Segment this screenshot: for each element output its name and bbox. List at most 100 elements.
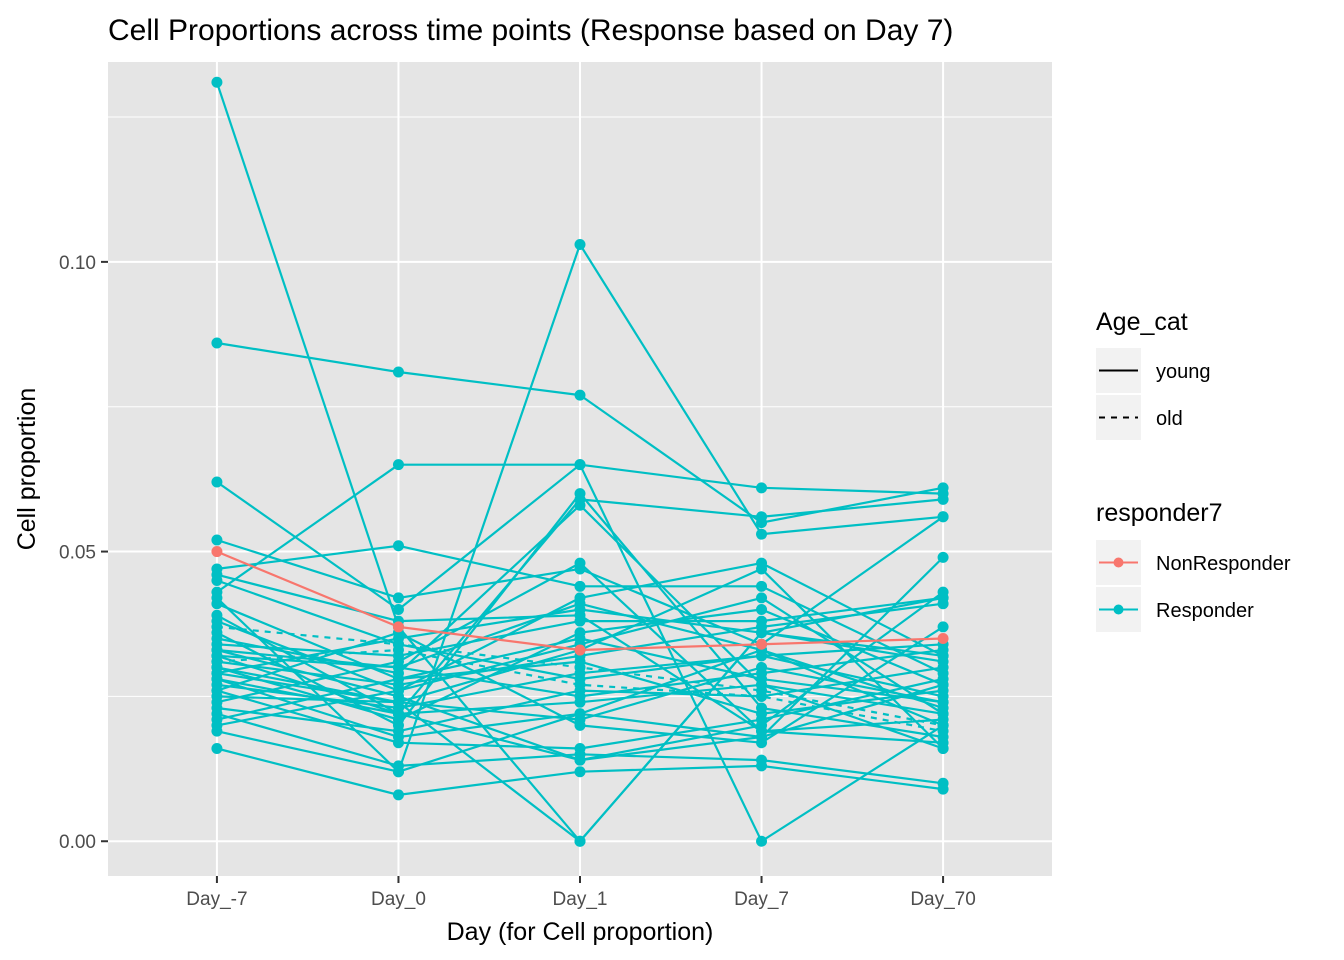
data-point-38-1 [211,685,223,697]
data-point-31-4 [756,690,768,702]
y-tick-label: 0.05 [59,543,96,564]
series-line-20 [216,648,944,733]
data-point-20-2 [392,644,404,656]
data-point-4-2 [392,592,404,604]
series-points [211,76,949,847]
data-point-25-3 [574,696,586,708]
data-point-30-3 [574,557,586,569]
data-point-3-1 [211,476,223,488]
data-point-40-3 [574,835,586,847]
legend-age-cat-title: Age_cat [1096,308,1188,336]
data-point-9-3 [574,459,586,471]
data-point-22-4 [756,563,768,575]
data-point-16-3 [574,615,586,627]
data-point-6-2 [392,540,404,552]
data-point-34-4 [756,592,768,604]
data-point-23-3 [574,627,586,639]
data-point-37-5 [937,679,949,691]
legend-responder-point [1113,604,1124,615]
chart-title: Cell Proportions across time points (Res… [108,14,953,47]
data-point-37-3 [574,754,586,766]
legend-age-cat: Age_cat young old [1096,308,1211,440]
data-point-40-1 [211,667,223,679]
data-point-2-1 [211,337,223,349]
data-point-39-5 [937,743,949,755]
x-tick-label: Day_7 [734,889,789,910]
data-point-37-1 [211,650,223,662]
data-point-30-2 [392,656,404,668]
legend-label-responder: Responder [1156,600,1254,622]
data-point-5-5 [937,632,949,644]
legend-responder7: responder7 NonResponder Responder [1096,499,1291,632]
x-axis-title: Day (for Cell proportion) [447,918,714,946]
data-point-36-2 [392,789,404,801]
x-tick-label: Day_1 [553,889,608,910]
data-point-35-1 [211,725,223,737]
data-point-36-5 [937,783,949,795]
y-tick-label: 0.00 [59,832,96,853]
legend-nonresponder-point [1113,557,1124,568]
data-point-26-5 [937,551,949,563]
data-point-36-3 [574,766,586,778]
data-point-38-4 [756,737,768,749]
data-point-9-2 [392,459,404,471]
data-point-10-4 [756,528,768,540]
y-axis-title: Cell proportion [13,388,41,551]
data-point-12-5 [937,493,949,505]
data-point-39-3 [574,499,586,511]
data-point-23-4 [756,603,768,615]
data-point-15-3 [574,488,586,500]
data-point-6-4 [756,580,768,592]
data-point-38-5 [937,621,949,633]
data-point-9-4 [756,482,768,494]
x-axis: Day_-7 Day_0 Day_1 Day_7 Day_70 [186,876,976,910]
data-point-33-4 [756,708,768,720]
data-point-39-1 [211,632,223,644]
data-point-11-1 [211,598,223,610]
data-point-5-3 [574,644,586,656]
data-point-36-1 [211,743,223,755]
data-point-4-1 [211,534,223,546]
data-point-8-1 [211,575,223,587]
data-point-39-2 [392,667,404,679]
data-point-31-2 [392,725,404,737]
data-point-5-4 [756,638,768,650]
x-tick-label: Day_-7 [186,889,247,910]
data-point-2-2 [392,366,404,378]
data-point-24-3 [574,603,586,615]
data-point-37-2 [392,708,404,720]
x-tick-label: Day_70 [910,889,976,910]
data-point-3-4 [756,835,768,847]
data-point-36-4 [756,760,768,772]
data-point-10-5 [937,511,949,523]
data-point-28-2 [392,737,404,749]
data-point-29-4 [756,661,768,673]
data-point-35-5 [937,719,949,731]
data-point-1-1 [211,76,223,88]
data-point-40-4 [756,627,768,639]
x-tick-label: Day_0 [371,889,426,910]
data-point-5-2 [392,621,404,633]
y-tick-label: 0.10 [59,253,96,274]
data-point-33-3 [574,656,586,668]
data-point-39-4 [756,679,768,691]
data-point-34-2 [392,685,404,697]
legend-responder7-title: responder7 [1096,499,1222,527]
data-point-10-3 [574,238,586,250]
legend-label-young: young [1156,361,1211,383]
legend-label-nonresponder: NonResponder [1156,553,1291,575]
data-point-12-4 [756,511,768,523]
data-point-38-3 [574,719,586,731]
data-point-3-2 [392,603,404,615]
data-point-29-5 [937,696,949,708]
data-point-2-3 [574,389,586,401]
legend-label-old: old [1156,408,1183,430]
data-point-34-5 [937,708,949,720]
data-point-40-2 [392,696,404,708]
data-point-35-2 [392,766,404,778]
data-point-40-5 [937,592,949,604]
y-axis: 0.00 0.05 0.10 [59,253,108,853]
data-point-35-3 [574,708,586,720]
data-point-31-3 [574,685,586,697]
